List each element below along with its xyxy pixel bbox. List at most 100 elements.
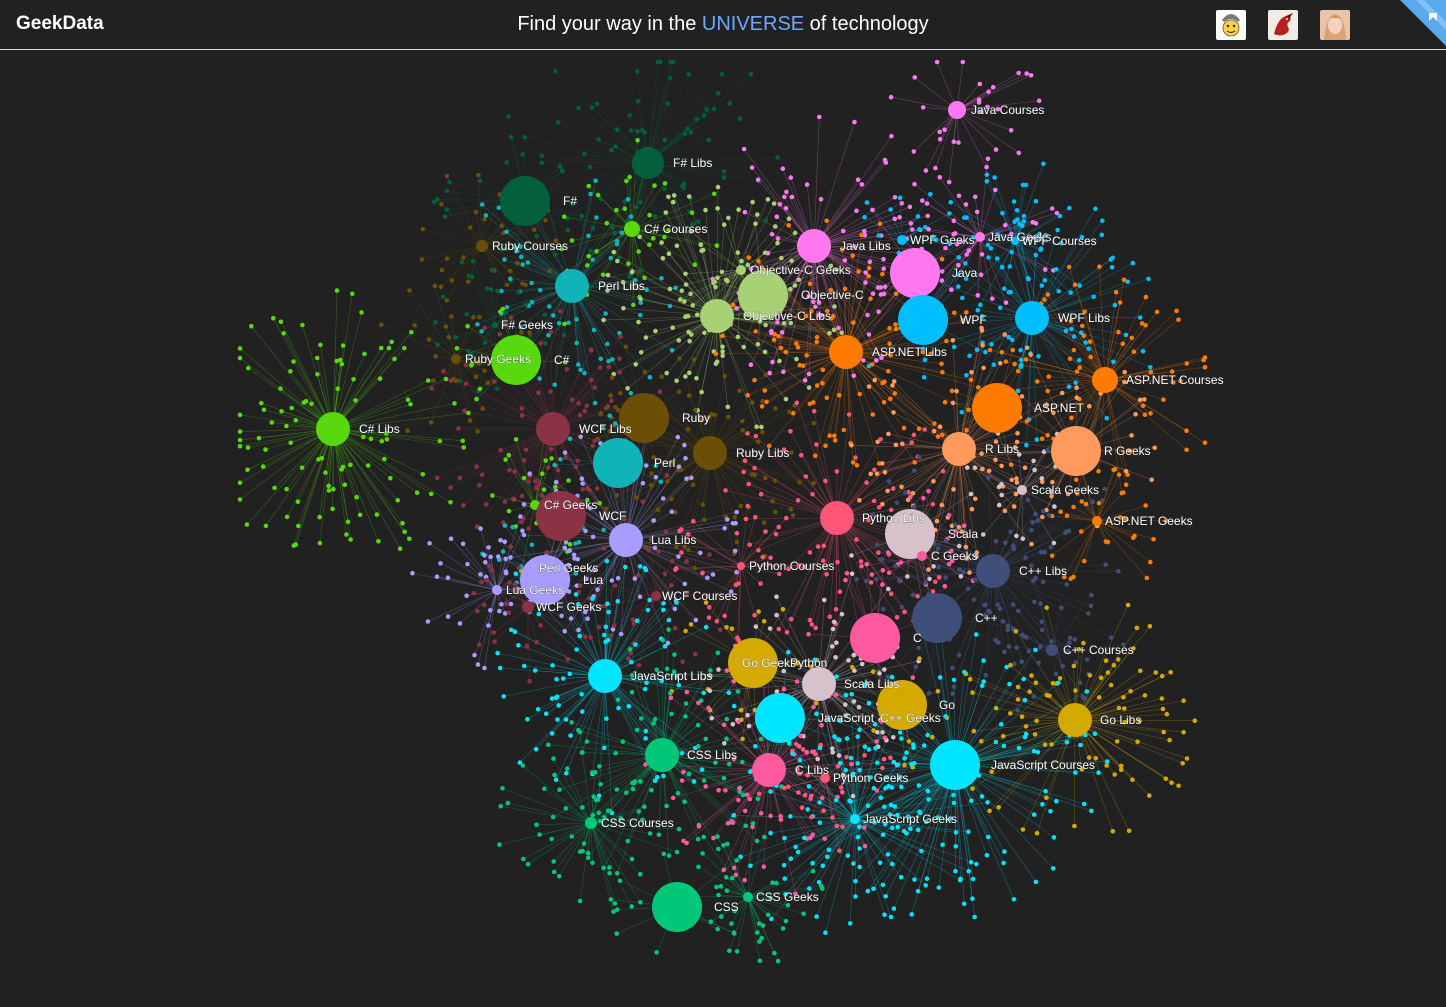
leaf-node bbox=[526, 526, 531, 531]
leaf-node bbox=[1010, 338, 1015, 343]
leaf-node bbox=[466, 411, 471, 416]
leaf-node bbox=[526, 479, 531, 484]
leaf-node bbox=[652, 518, 657, 523]
leaf-node bbox=[1072, 824, 1077, 829]
leaf-node bbox=[755, 212, 760, 217]
leaf-node bbox=[412, 323, 417, 328]
leaf-node bbox=[759, 737, 764, 742]
leaf-node bbox=[862, 215, 867, 220]
leaf-node bbox=[502, 257, 507, 262]
leaf-node bbox=[786, 650, 791, 655]
leaf-node bbox=[754, 624, 759, 629]
leaf-node bbox=[1007, 644, 1012, 649]
leaf-node bbox=[753, 221, 758, 226]
leaf-node bbox=[540, 493, 545, 498]
leaf-node bbox=[862, 229, 867, 234]
leaf-node bbox=[707, 615, 712, 620]
leaf-node bbox=[1011, 602, 1016, 607]
leaf-node bbox=[1046, 374, 1051, 379]
leaf-node bbox=[238, 438, 243, 443]
portrait-avatar[interactable] bbox=[1320, 10, 1350, 40]
leaf-node bbox=[379, 322, 384, 327]
leaf-node bbox=[859, 564, 864, 569]
leaf-node bbox=[803, 378, 808, 383]
leaf-node bbox=[664, 804, 669, 809]
leaf-node bbox=[536, 707, 541, 712]
leaf-node bbox=[739, 708, 744, 713]
leaf-node bbox=[895, 615, 900, 620]
leaf-node bbox=[568, 672, 573, 677]
leaf-node bbox=[550, 696, 555, 701]
leaf-node bbox=[259, 401, 264, 406]
leaf-node bbox=[1151, 537, 1156, 542]
leaf-node bbox=[891, 735, 896, 740]
leaf-node bbox=[644, 463, 649, 468]
leaf-node bbox=[509, 602, 514, 607]
leaf-node bbox=[883, 158, 888, 163]
leaf-node bbox=[482, 326, 487, 331]
leaf-node bbox=[690, 210, 695, 215]
leaf-node bbox=[814, 442, 819, 447]
leaf-node bbox=[692, 357, 697, 362]
leaf-node bbox=[1203, 365, 1208, 370]
leaf-node bbox=[535, 234, 540, 239]
leaf-node bbox=[1077, 358, 1082, 363]
graph-edge bbox=[640, 163, 648, 271]
leaf-node bbox=[1088, 673, 1093, 678]
leaf-node bbox=[703, 208, 708, 213]
leaf-node bbox=[987, 809, 992, 814]
leaf-node bbox=[1111, 360, 1116, 365]
graph-edge bbox=[553, 311, 560, 429]
leaf-node bbox=[447, 335, 452, 340]
leaf-node bbox=[1080, 499, 1085, 504]
leaf-node bbox=[246, 445, 251, 450]
leaf-node bbox=[716, 185, 721, 190]
dragon-avatar[interactable] bbox=[1268, 10, 1298, 40]
smiley-avatar[interactable] bbox=[1216, 10, 1246, 40]
leaf-node bbox=[922, 375, 927, 380]
leaf-node bbox=[905, 574, 910, 579]
leaf-node bbox=[238, 356, 243, 361]
leaf-node bbox=[822, 598, 827, 603]
leaf-node bbox=[912, 182, 917, 187]
leaf-node bbox=[980, 328, 985, 333]
leaf-node bbox=[483, 341, 488, 346]
leaf-node bbox=[1116, 569, 1121, 574]
leaf-node bbox=[772, 338, 777, 343]
leaf-node bbox=[1043, 267, 1048, 272]
leaf-node bbox=[724, 625, 729, 630]
leaf-node bbox=[876, 285, 881, 290]
leaf-node bbox=[931, 502, 936, 507]
leaf-node bbox=[485, 286, 490, 291]
leaf-node bbox=[272, 486, 277, 491]
leaf-node bbox=[790, 195, 795, 200]
leaf-node bbox=[429, 492, 434, 497]
leaf-node bbox=[720, 334, 725, 339]
leaf-node bbox=[602, 546, 607, 551]
corner-ribbon[interactable] bbox=[1396, 0, 1446, 50]
leaf-node bbox=[1058, 214, 1063, 219]
leaf-node bbox=[1008, 264, 1013, 269]
leaf-node bbox=[760, 399, 765, 404]
leaf-node bbox=[331, 487, 336, 492]
leaf-node bbox=[815, 335, 820, 340]
graph-edge bbox=[1047, 608, 1075, 720]
leaf-node bbox=[763, 323, 768, 328]
leaf-node bbox=[317, 515, 322, 520]
leaf-node bbox=[689, 476, 694, 481]
leaf-node bbox=[605, 559, 610, 564]
leaf-node bbox=[893, 564, 898, 569]
leaf-node bbox=[952, 345, 957, 350]
leaf-node bbox=[760, 430, 765, 435]
leaf-node bbox=[722, 526, 727, 531]
leaf-node bbox=[736, 250, 741, 255]
leaf-node bbox=[683, 714, 688, 719]
leaf-node bbox=[1089, 604, 1094, 609]
leaf-node bbox=[705, 576, 710, 581]
leaf-node bbox=[1026, 276, 1031, 281]
leaf-node bbox=[997, 503, 1002, 508]
leaf-node bbox=[671, 60, 676, 65]
leaf-node bbox=[894, 443, 899, 448]
